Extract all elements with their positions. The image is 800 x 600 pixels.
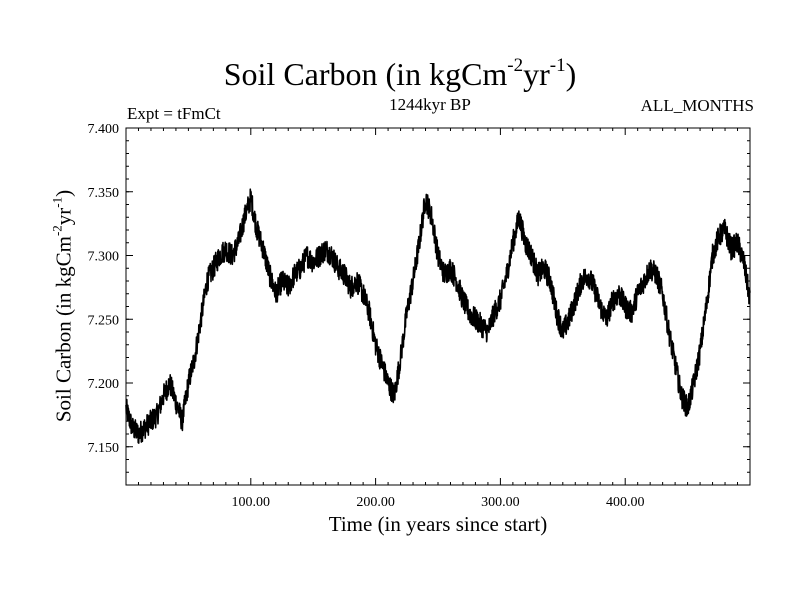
y-tick-label: 7.300: [88, 250, 120, 265]
chart-title-exponent-2: -1: [549, 55, 566, 76]
months-label: ALL_MONTHS: [640, 96, 754, 115]
y-tick-label: 7.350: [88, 186, 120, 201]
chart-subtitle: 1244kyr BP: [389, 95, 471, 114]
x-tick-label: 200.00: [356, 495, 395, 510]
y-tick-label: 7.200: [88, 377, 120, 392]
chart-title-end: ): [565, 56, 577, 92]
x-axis-label: Time (in years since start): [328, 512, 548, 536]
y-tick-label: 7.250: [88, 313, 120, 328]
chart-title-exponent-1: -2: [507, 55, 524, 76]
chart-title: Soil Carbon (in kgCm-2yr-1): [0, 56, 800, 93]
experiment-label: Expt = tFmCt: [127, 104, 221, 123]
x-tick-label: 300.00: [481, 495, 520, 510]
x-tick-label: 400.00: [606, 495, 645, 510]
x-tick-label: 100.00: [232, 495, 271, 510]
y-tick-label: 7.400: [88, 122, 120, 137]
y-tick-label: 7.150: [88, 441, 120, 456]
plot-frame: [125, 127, 751, 486]
chart-title-main: Soil Carbon (in kgCm: [223, 56, 508, 92]
data-series-line: [125, 188, 751, 444]
chart-title-unit: yr: [523, 56, 550, 92]
